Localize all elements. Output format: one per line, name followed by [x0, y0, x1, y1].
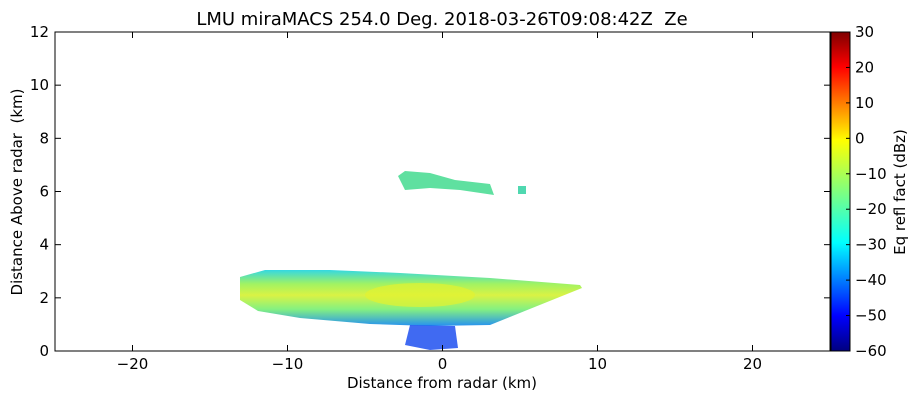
- colorbar-tick-label: 20: [855, 58, 874, 76]
- colorbar-tick-label: −30: [855, 236, 887, 254]
- y-tick-label: 2: [39, 289, 49, 307]
- colorbar-label: Eq refl fact (dBz): [891, 129, 909, 255]
- colorbar-tick-label: 30: [855, 23, 874, 41]
- radar-echo: [240, 171, 582, 350]
- colorbar-tick-label: −60: [855, 342, 887, 360]
- y-tick-label: 12: [30, 23, 49, 41]
- y-axis-label: Distance Above radar (km): [8, 89, 26, 296]
- colorbar-tick-label: −50: [855, 307, 887, 325]
- colorbar-tick-label: 0: [855, 129, 865, 147]
- colorbar: [830, 31, 851, 352]
- x-tick-label: 20: [743, 355, 762, 373]
- colorbar-tick-label: −40: [855, 271, 887, 289]
- chart-title: LMU miraMACS 254.0 Deg. 2018-03-26T09:08…: [196, 9, 687, 30]
- x-tick-label: −20: [117, 355, 149, 373]
- x-tick-label: 0: [438, 355, 448, 373]
- colorbar-tick-label: −10: [855, 165, 887, 183]
- y-tick-label: 10: [30, 76, 49, 94]
- x-tick-label: 10: [588, 355, 607, 373]
- y-tick-label: 4: [39, 236, 49, 254]
- x-tick-label: −10: [272, 355, 304, 373]
- y-tick-label: 8: [39, 129, 49, 147]
- x-axis-label: Distance from radar (km): [347, 374, 537, 392]
- y-tick-label: 6: [39, 183, 49, 201]
- colorbar-tick-label: −20: [855, 200, 887, 218]
- y-tick-label: 0: [39, 342, 49, 360]
- colorbar-tick-label: 10: [855, 94, 874, 112]
